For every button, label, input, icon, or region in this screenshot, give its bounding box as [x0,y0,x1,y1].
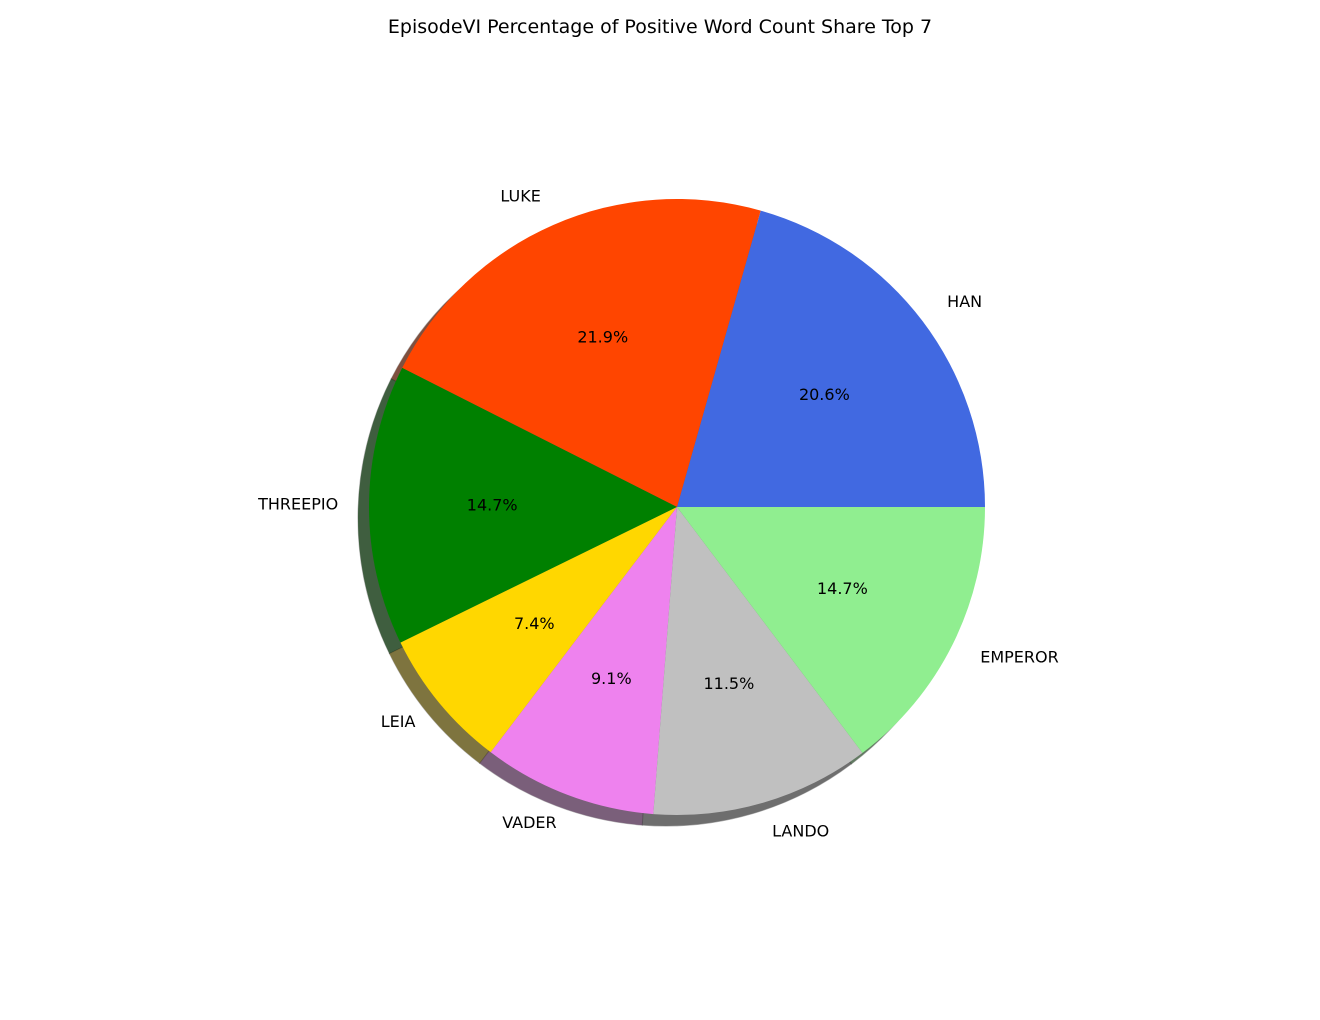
pie-slice-han [677,210,985,507]
slice-label-luke: LUKE [500,186,540,205]
pie-slice-emperor [677,507,985,753]
pie-slices [368,199,985,816]
slice-pct-label-han: 20.6% [799,385,850,404]
slice-label-han: HAN [947,292,982,311]
slice-label-vader: VADER [502,813,556,832]
slice-pct-label-leia: 7.4% [514,614,555,633]
pie-labels: HAN 20.6% LUKE 21.9% THREEPIO 14.7% LEIA 7.4% VA… [257,186,1059,840]
slice-pct-label-lando: 11.5% [703,674,754,693]
slice-pct-label-vader: 9.1% [591,669,632,688]
pie-slice-vader [490,507,677,815]
slice-pct-label-luke: 21.9% [577,327,628,346]
slice-label-emperor: EMPEROR [980,648,1059,667]
pie-slice-leia [400,507,677,753]
slice-label-threepio: THREEPIO [257,494,338,513]
pie-slice-lando [653,507,863,816]
slice-pct-label-threepio: 14.7% [467,495,518,514]
pie-slice-luke [402,199,761,507]
slice-pct-label-emperor: 14.7% [817,579,868,598]
chart-title: EpisodeVI Percentage of Positive Word Co… [387,16,933,38]
pie-slice-threepio [368,367,677,643]
slice-label-lando: LANDO [772,822,829,841]
slice-label-leia: LEIA [381,712,416,731]
